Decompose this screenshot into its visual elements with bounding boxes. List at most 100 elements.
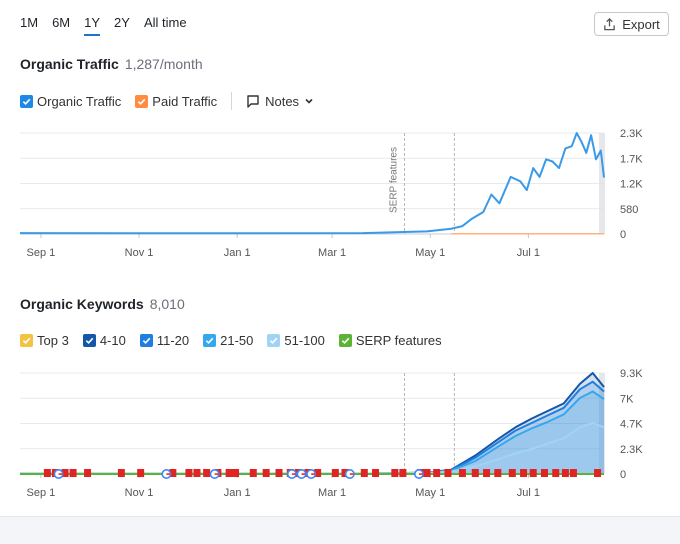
- keywords-x-tick: Nov 1: [125, 487, 154, 499]
- traffic-marker-label: SERP features: [389, 147, 400, 213]
- serp-flag-icon: [232, 469, 240, 477]
- serp-flag-icon: [594, 469, 602, 477]
- traffic-y-tick: 1.7K: [620, 153, 643, 165]
- serp-flag-icon: [262, 469, 270, 477]
- serp-flag-icon: [249, 469, 257, 477]
- range-tab-2y[interactable]: 2Y: [114, 15, 130, 30]
- organic-keywords-chart: 9.3K 7K 4.7K 2.3K 0 Sep 1 Nov 1 Jan 1 Mar 1 May 1…: [19, 368, 643, 499]
- serp-flag-icon: [372, 469, 380, 477]
- keywords-y-tick: 0: [620, 469, 626, 481]
- traffic-x-tick: May 1: [415, 247, 445, 259]
- legend-label: 21-50: [220, 333, 254, 348]
- serp-flag-icon: [203, 469, 211, 477]
- checkbox-11-20[interactable]: [139, 334, 153, 347]
- serp-flag-icon: [84, 469, 92, 477]
- serp-flag-icon: [444, 469, 452, 477]
- google-icon-bar: [311, 473, 316, 475]
- traffic-y-tick: 2.3K: [620, 128, 643, 140]
- legend-51-100[interactable]: 51-100: [267, 333, 325, 348]
- area-11-20: [20, 381, 604, 474]
- serp-flag-icon: [331, 469, 339, 477]
- notes-dropdown[interactable]: Notes: [246, 94, 314, 109]
- serp-flag-icon: [275, 469, 283, 477]
- serp-flag-icon: [471, 469, 479, 477]
- range-tab-all-time[interactable]: All time: [143, 15, 187, 30]
- organic-keywords-value: 8,010: [149, 296, 185, 312]
- serp-flag-icon: [391, 469, 399, 477]
- organic-keywords-heading: Organic Keywords: [20, 296, 144, 312]
- export-button[interactable]: Export: [594, 12, 669, 36]
- serp-flag-icon: [458, 469, 466, 477]
- serp-flag-icon: [43, 469, 51, 477]
- keywords-x-tick: Jul 1: [517, 487, 540, 499]
- google-icon-bar: [349, 473, 354, 475]
- traffic-scrub-band: [599, 133, 605, 234]
- checkbox-top-3[interactable]: [20, 334, 33, 347]
- legend-label: SERP features: [355, 333, 442, 348]
- legend-21-50[interactable]: 21-50: [203, 333, 253, 348]
- date-range-tabs: 1M 6M 1Y 2Y All time: [20, 15, 187, 36]
- serp-flag-icon: [423, 469, 431, 477]
- serp-flag-icon: [399, 469, 407, 477]
- legend-top-3[interactable]: Top 3: [20, 333, 69, 348]
- serp-flag-icon: [69, 469, 77, 477]
- series-organic-traffic: [19, 132, 605, 235]
- notes-label: Notes: [265, 93, 300, 109]
- traffic-legend: Organic Traffic Paid Traffic Notes: [20, 92, 314, 110]
- google-icon-bar: [58, 473, 63, 475]
- legend-label: Top 3: [37, 333, 69, 348]
- legend-organic-traffic[interactable]: Organic Traffic: [20, 94, 121, 109]
- keywords-y-tick: 4.7K: [620, 419, 643, 431]
- checkbox-serp-features[interactable]: [338, 334, 352, 347]
- legend-label: 11-20: [156, 333, 190, 348]
- serp-flag-icon: [529, 469, 537, 477]
- keywords-scrub-band: [599, 373, 605, 474]
- legend-serp-features[interactable]: SERP features: [338, 333, 442, 348]
- serp-flag-icon: [169, 469, 177, 477]
- keywords-y-tick: 2.3K: [620, 444, 643, 456]
- chevron-down-icon: [305, 98, 313, 104]
- google-icon-bar: [301, 473, 306, 475]
- range-tab-6m[interactable]: 6M: [52, 15, 71, 30]
- area-21-50: [20, 391, 604, 474]
- checkbox-21-50[interactable]: [203, 334, 217, 347]
- legend-paid-traffic[interactable]: Paid Traffic: [135, 94, 217, 109]
- checkbox-organic-traffic[interactable]: [20, 94, 33, 108]
- serp-flag-icon: [552, 469, 560, 477]
- range-tab-1m[interactable]: 1M: [20, 15, 39, 30]
- google-icon-bar: [166, 473, 171, 475]
- serp-flag-icon: [433, 469, 441, 477]
- check-icon: [22, 98, 31, 105]
- organic-keywords-title: Organic Keywords 8,010: [20, 296, 185, 312]
- serp-flag-icon: [540, 469, 548, 477]
- footer-band: [0, 516, 680, 544]
- google-icon-bar: [214, 473, 219, 475]
- traffic-x-tick: Mar 1: [318, 247, 346, 259]
- keywords-legend: Top 3 4-10 11-20 21-50 51-100 SERP features: [20, 333, 456, 348]
- legend-4-10[interactable]: 4-10: [82, 333, 126, 348]
- traffic-x-tick: Jul 1: [517, 247, 540, 259]
- serp-flag-icon: [137, 469, 145, 477]
- serp-flag-icon: [494, 469, 502, 477]
- checkbox-4-10[interactable]: [82, 334, 96, 347]
- keywords-y-tick: 7K: [620, 393, 634, 405]
- serp-flag-icon: [508, 469, 516, 477]
- keywords-x-tick: Jan 1: [224, 487, 251, 499]
- checkbox-paid-traffic[interactable]: [135, 94, 149, 108]
- check-icon: [22, 337, 31, 344]
- export-label: Export: [622, 16, 660, 32]
- traffic-y-tick: 0: [620, 229, 626, 241]
- check-icon: [138, 98, 146, 105]
- organic-traffic-chart: 2.3K 1.7K 1.2K 580 0 SERP features Sep 1 Nov 1 J…: [19, 128, 643, 259]
- legend-11-20[interactable]: 11-20: [139, 333, 190, 348]
- serp-flag-icon: [561, 469, 569, 477]
- google-icon-bar: [291, 473, 296, 475]
- traffic-y-tick: 580: [620, 204, 638, 216]
- range-tab-1y[interactable]: 1Y: [84, 15, 101, 36]
- serp-flag-icon: [483, 469, 491, 477]
- legend-divider: [231, 92, 233, 110]
- checkbox-51-100[interactable]: [267, 334, 281, 347]
- keywords-x-tick: Sep 1: [27, 487, 56, 499]
- legend-label: 4-10: [99, 333, 126, 348]
- google-icon-bar: [418, 473, 423, 475]
